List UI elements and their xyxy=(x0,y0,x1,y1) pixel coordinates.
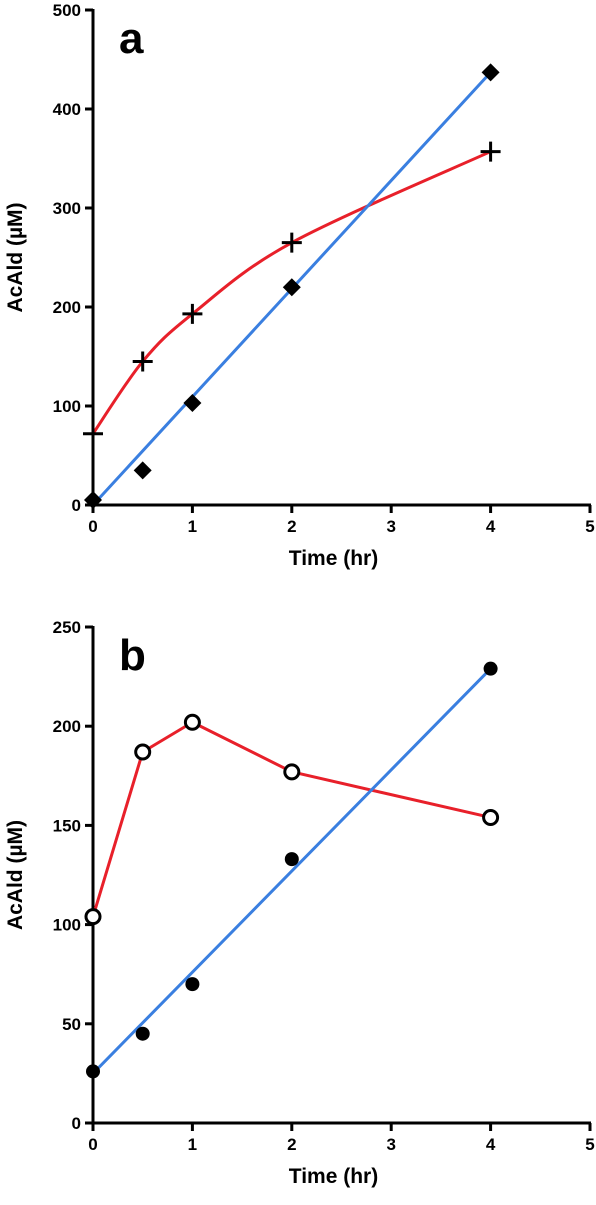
series-0-point xyxy=(183,713,201,731)
series-0-line xyxy=(91,720,493,919)
series-1-point xyxy=(282,278,301,297)
y-tick-label: 500 xyxy=(53,1,81,20)
y-tick-label: 400 xyxy=(53,100,81,119)
series-1-point xyxy=(84,491,102,510)
y-tick-label: 200 xyxy=(53,298,81,317)
y-tick-label: 0 xyxy=(72,1114,81,1133)
series-1-point xyxy=(183,394,202,413)
y-tick-label: 150 xyxy=(53,816,81,835)
series-0-point xyxy=(480,141,501,162)
y-tick-label: 0 xyxy=(72,496,81,515)
y-axis-title: AcAld (µM) xyxy=(4,820,27,930)
series-1-point xyxy=(86,1064,100,1079)
series-1-point xyxy=(483,661,498,676)
y-tick-label: 300 xyxy=(53,199,81,218)
y-tick-label: 100 xyxy=(53,916,81,935)
series-0-point xyxy=(134,743,152,761)
y-axis-title: AcAld (µM) xyxy=(4,202,27,312)
series-1-point xyxy=(185,977,200,992)
x-tick-label: 4 xyxy=(486,1135,496,1154)
series-1-point xyxy=(481,63,500,82)
panel-label: b xyxy=(119,631,146,680)
x-tick-label: 0 xyxy=(88,517,97,536)
series-1-point xyxy=(133,461,152,480)
x-tick-label: 1 xyxy=(188,1135,197,1154)
y-tick-label: 250 xyxy=(53,618,81,637)
x-tick-label: 4 xyxy=(486,517,496,536)
series-0-point xyxy=(132,351,153,372)
x-tick-label: 3 xyxy=(386,1135,395,1154)
series-1-point xyxy=(135,1026,150,1041)
x-axis-title: Time (hr) xyxy=(289,547,378,570)
series-0-point xyxy=(482,808,500,826)
series-0-line xyxy=(91,150,493,436)
panel-a: 0 1 2 3 4 5 0 100 200 300 400 500 Time (hr) AcAld (µM… xyxy=(4,1,595,570)
x-tick-label: 2 xyxy=(287,1135,296,1154)
series-1-line xyxy=(91,667,493,1075)
series-1-point xyxy=(284,852,299,867)
x-tick-label: 2 xyxy=(287,517,296,536)
x-tick-label: 5 xyxy=(585,517,594,536)
x-tick-label: 3 xyxy=(386,517,395,536)
y-tick-label: 200 xyxy=(53,717,81,736)
y-tick-label: 100 xyxy=(53,397,81,416)
x-axis-title: Time (hr) xyxy=(289,1165,378,1188)
x-tick-label: 5 xyxy=(585,1135,594,1154)
x-tick-label: 0 xyxy=(88,1135,97,1154)
series-0-point xyxy=(283,763,301,781)
x-tick-label: 1 xyxy=(188,517,197,536)
series-0-point xyxy=(84,908,102,926)
y-tick-label: 50 xyxy=(62,1015,81,1034)
series-0-point xyxy=(83,423,103,444)
series-0-point xyxy=(182,303,203,324)
panel-label: a xyxy=(119,14,144,63)
series-0-point xyxy=(281,232,302,253)
